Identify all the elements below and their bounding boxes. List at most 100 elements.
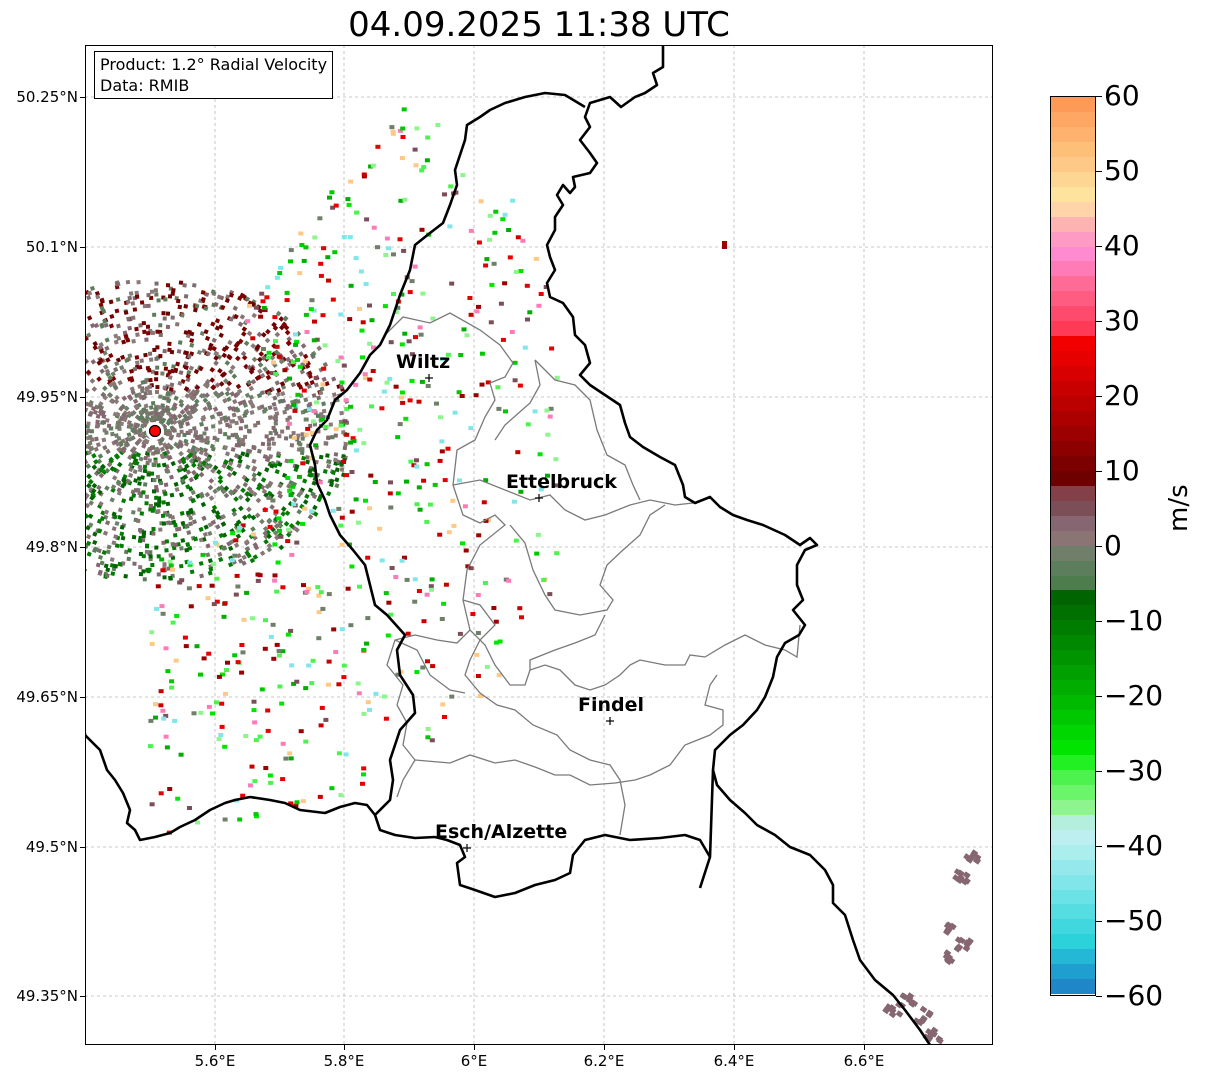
echo-pixel	[232, 488, 239, 494]
echo-pixel	[956, 869, 965, 877]
echo-pixel	[347, 317, 353, 322]
echo-pixel	[512, 378, 518, 383]
echo-pixel	[262, 366, 269, 372]
echo-pixel	[237, 494, 244, 501]
echo-pixel	[204, 464, 211, 470]
echo-pixel	[368, 164, 374, 169]
echo-pixel	[302, 359, 308, 364]
echo-pixel	[143, 439, 150, 445]
echo-pixel	[326, 459, 331, 464]
echo-pixel	[100, 420, 105, 426]
echo-pixel	[544, 408, 550, 413]
echo-pixel	[475, 593, 481, 597]
echo-pixel	[253, 812, 259, 817]
echo-pixel	[363, 282, 369, 286]
echo-pixel	[252, 720, 258, 725]
echo-pixel	[223, 459, 229, 465]
echo-pixel	[158, 791, 164, 796]
echo-pixel	[519, 615, 524, 620]
echo-pixel	[361, 766, 367, 771]
echo-pixel	[506, 228, 512, 232]
colorbar-band	[1051, 874, 1095, 890]
echo-pixel	[364, 641, 369, 646]
echo-pixel	[286, 336, 292, 342]
echo-pixel	[304, 493, 310, 500]
echo-pixel	[211, 562, 217, 567]
echo-pixel	[90, 358, 97, 365]
echo-pixel	[213, 355, 219, 361]
echo-pixel	[219, 701, 225, 706]
echo-pixel	[105, 549, 111, 555]
echo-pixel	[416, 589, 422, 593]
echo-pixel	[90, 488, 97, 494]
echo-pixel	[136, 518, 141, 524]
echo-pixel	[294, 527, 300, 533]
echo-pixel	[186, 530, 192, 536]
echo-pixel	[222, 744, 228, 749]
echo-pixel	[456, 390, 462, 395]
echo-pixel	[95, 442, 101, 448]
echo-pixel	[99, 305, 105, 311]
echo-pixel	[99, 368, 105, 375]
echo-pixel	[299, 243, 305, 247]
echo-pixel	[123, 310, 129, 315]
echo-pixel	[176, 433, 181, 438]
colorbar-tick-label: 50	[1104, 154, 1140, 187]
echo-pixel	[310, 491, 316, 497]
echo-pixel	[346, 202, 352, 207]
echo-pixel	[227, 405, 233, 411]
echo-pixel	[141, 443, 147, 449]
echo-pixel	[154, 377, 159, 382]
echo-pixel	[478, 199, 484, 204]
echo-pixel	[179, 578, 185, 583]
echo-pixel	[383, 591, 389, 596]
echo-pixel	[139, 300, 145, 305]
echo-pixel	[349, 509, 355, 514]
echo-pixel	[311, 480, 317, 486]
map-canvas	[85, 45, 993, 1045]
echo-pixel	[173, 441, 179, 448]
echo-pixel	[228, 316, 235, 322]
colorbar-band	[1051, 695, 1095, 711]
radar-map[interactable]	[85, 45, 993, 1045]
data-source-label: Data: RMIB	[100, 76, 190, 95]
echo-pixel	[148, 718, 154, 723]
echo-pixel	[274, 380, 280, 386]
echo-pixel	[895, 1010, 904, 1018]
echo-pixel	[172, 718, 178, 723]
echo-pixel	[382, 304, 388, 309]
echo-pixel	[147, 458, 152, 463]
echo-pixel	[173, 395, 179, 401]
echo-pixel	[290, 381, 296, 388]
echo-pixel	[170, 460, 176, 467]
echo-pixel	[277, 434, 282, 439]
echo-pixel	[274, 642, 280, 647]
echo-pixel	[131, 446, 137, 452]
echo-pixel	[301, 583, 306, 588]
echo-pixel	[432, 482, 438, 487]
echo-pixel	[312, 319, 317, 324]
echo-pixel	[479, 382, 485, 387]
echo-pixel	[133, 487, 139, 493]
echo-pixel	[306, 383, 312, 389]
echo-pixel	[202, 397, 209, 404]
echo-pixel	[244, 452, 250, 458]
echo-pixel	[114, 308, 120, 314]
colorbar-band	[1051, 545, 1095, 561]
echo-pixel	[260, 477, 267, 483]
echo-pixel	[943, 928, 951, 936]
echo-pixel	[152, 478, 157, 483]
echo-pixel	[271, 656, 277, 661]
echo-pixel	[214, 325, 221, 331]
echo-pixel	[390, 131, 396, 136]
echo-pixel	[117, 379, 123, 386]
echo-pixel	[416, 399, 422, 404]
echo-pixel	[292, 497, 298, 503]
echo-pixel	[271, 401, 277, 407]
echo-pixel	[115, 441, 121, 447]
echo-pixel	[320, 313, 326, 318]
lon-label: 6°E	[460, 1052, 488, 1070]
echo-pixel	[165, 390, 171, 396]
echo-pixel	[233, 542, 240, 549]
echo-pixel	[919, 1014, 928, 1023]
